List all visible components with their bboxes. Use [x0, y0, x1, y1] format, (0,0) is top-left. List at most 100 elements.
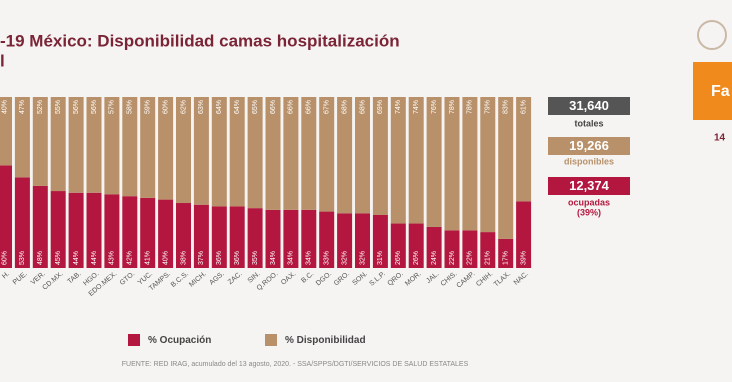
value-label: 22%: [449, 251, 456, 265]
value-label: 56%: [91, 100, 98, 114]
bar-segment: [86, 97, 102, 193]
bar-segment: [193, 204, 209, 268]
bar-segment: [355, 213, 370, 268]
bar-segment: [211, 97, 227, 207]
sidebar-button[interactable]: [693, 62, 732, 120]
bar-segment: [426, 226, 442, 268]
value-label: 55%: [55, 100, 62, 114]
value-label: 52%: [37, 100, 44, 114]
value-label: 36%: [234, 251, 241, 265]
total: 31,640: [569, 98, 609, 113]
value-label: 42%: [127, 251, 134, 265]
value-label: 31%: [377, 251, 384, 265]
value-label: 60%: [162, 100, 169, 114]
chart-title: -19 México: Disponibilidad camas hospita…: [0, 31, 400, 50]
value-label: 64%: [234, 100, 241, 114]
bar-segment: [140, 197, 156, 268]
value-label: 66%: [306, 100, 313, 114]
value-label: 68%: [341, 100, 348, 114]
sidebar-text: 14: [714, 133, 726, 144]
available: 19,266: [569, 138, 609, 153]
bar-segment: [516, 97, 532, 202]
bar-segment: [86, 192, 102, 268]
value-label: 48%: [37, 251, 44, 265]
value-label: 59%: [145, 100, 152, 114]
bar-segment: [247, 208, 263, 268]
value-label: 22%: [467, 251, 474, 265]
bar-segment: [283, 97, 299, 210]
value-label: 34%: [306, 251, 313, 265]
value-label: 68%: [359, 100, 366, 114]
total-box: [548, 97, 630, 115]
value-label: 34%: [270, 251, 277, 265]
bar-segment: [176, 97, 191, 204]
bar-segment: [50, 191, 66, 268]
bar-segment: [247, 97, 263, 209]
value-label: 60%: [1, 251, 8, 265]
value-label: 47%: [19, 100, 26, 114]
value-label: 66%: [288, 100, 295, 114]
value-label: 64%: [216, 100, 223, 114]
bar-segment: [50, 97, 66, 192]
value-label: 83%: [503, 100, 510, 114]
value-label: 66%: [270, 100, 277, 114]
value-label: 40%: [162, 251, 169, 265]
bar-segment: [426, 97, 442, 227]
bar-segment: [68, 192, 84, 268]
bar-segment: [104, 194, 120, 268]
bar-segment: [498, 238, 514, 268]
occupied-pct: (39%): [577, 207, 601, 217]
bar-segment: [390, 97, 406, 224]
legend: % Ocupación % Disponibilidad: [128, 334, 366, 346]
value-label: 74%: [395, 100, 402, 114]
value-label: 24%: [431, 251, 438, 265]
chart-title: l: [0, 51, 5, 70]
bar-segment: [355, 97, 370, 214]
value-label: 32%: [359, 251, 366, 265]
bar-segment: [337, 213, 353, 268]
bar-segment: [301, 209, 317, 268]
bar-segment: [32, 97, 48, 186]
value-label: 26%: [413, 251, 420, 265]
value-label: 61%: [520, 100, 527, 114]
bar-segment: [444, 230, 460, 268]
value-label: 44%: [73, 251, 80, 265]
value-label: 78%: [467, 100, 474, 114]
legend-swatch: [128, 334, 140, 346]
bar-segment: [480, 97, 496, 233]
bar-segment: [408, 223, 424, 268]
bar-segment: [211, 206, 227, 268]
bar-segment: [408, 97, 424, 224]
occupied: 12,374: [569, 178, 610, 193]
value-label: 74%: [413, 100, 420, 114]
value-label: 78%: [449, 100, 456, 114]
bar-segment: [14, 177, 30, 268]
x-tick-label: H.: [1, 271, 11, 281]
value-label: 57%: [109, 100, 116, 114]
value-label: 65%: [252, 100, 259, 114]
value-label: 21%: [485, 251, 492, 265]
bar-segment: [462, 230, 478, 268]
value-label: 32%: [341, 251, 348, 265]
value-label: 17%: [503, 251, 510, 265]
value-label: 33%: [324, 251, 331, 265]
available-box: [548, 137, 630, 155]
bar-segment: [444, 97, 460, 231]
bar-segment: [229, 206, 245, 268]
bar-segment: [319, 211, 335, 268]
bar-segment: [122, 196, 138, 268]
value-label: 56%: [73, 100, 80, 114]
value-label: 34%: [288, 251, 295, 265]
bar-segment: [0, 97, 12, 166]
value-label: 38%: [180, 251, 187, 265]
value-label: 44%: [91, 251, 98, 265]
bar-segment: [337, 97, 353, 214]
bar-segment: [390, 223, 406, 268]
value-label: 69%: [377, 100, 384, 114]
bar-segment: [498, 97, 514, 239]
bar-segment: [462, 97, 478, 231]
legend-label: % Ocupación: [148, 335, 211, 346]
bar-segment: [265, 209, 281, 268]
legend-swatch: [265, 334, 277, 346]
